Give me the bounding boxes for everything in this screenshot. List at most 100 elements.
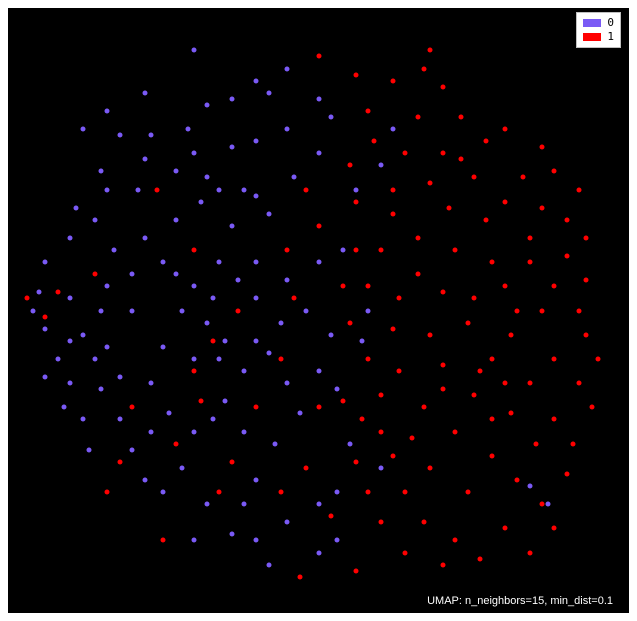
scatter-point (422, 66, 427, 71)
scatter-point (68, 296, 73, 301)
scatter-point (527, 260, 532, 265)
scatter-point (254, 193, 259, 198)
scatter-point (192, 284, 197, 289)
scatter-point (266, 90, 271, 95)
scatter-point (453, 538, 458, 543)
scatter-point (577, 308, 582, 313)
scatter-point (540, 308, 545, 313)
scatter-point (291, 175, 296, 180)
scatter-point (105, 490, 110, 495)
scatter-point (285, 381, 290, 386)
scatter-point (136, 187, 141, 192)
scatter-point (409, 435, 414, 440)
scatter-point (254, 260, 259, 265)
scatter-point (229, 145, 234, 150)
scatter-point (161, 344, 166, 349)
scatter-point (43, 260, 48, 265)
scatter-point (173, 169, 178, 174)
scatter-point (509, 411, 514, 416)
scatter-point (43, 375, 48, 380)
scatter-point (552, 526, 557, 531)
scatter-point (217, 187, 222, 192)
scatter-point (347, 320, 352, 325)
scatter-point (210, 338, 215, 343)
scatter-point (192, 538, 197, 543)
scatter-point (515, 308, 520, 313)
scatter-point (279, 490, 284, 495)
scatter-point (266, 562, 271, 567)
scatter-point (254, 78, 259, 83)
scatter-point (161, 260, 166, 265)
scatter-point (161, 538, 166, 543)
scatter-point (490, 356, 495, 361)
scatter-point (490, 453, 495, 458)
scatter-point (111, 248, 116, 253)
scatter-point (266, 350, 271, 355)
scatter-point (30, 308, 35, 313)
scatter-point (37, 290, 42, 295)
scatter-point (223, 399, 228, 404)
scatter-point (471, 175, 476, 180)
scatter-point (502, 284, 507, 289)
scatter-point (266, 211, 271, 216)
scatter-point (577, 381, 582, 386)
scatter-point (204, 175, 209, 180)
scatter-point (316, 151, 321, 156)
scatter-point (92, 217, 97, 222)
scatter-point (521, 175, 526, 180)
legend-item: 0 (583, 16, 614, 30)
scatter-point (440, 84, 445, 89)
scatter-point (80, 127, 85, 132)
scatter-point (316, 502, 321, 507)
scatter-point (353, 199, 358, 204)
scatter-point (210, 417, 215, 422)
scatter-point (105, 344, 110, 349)
scatter-point (583, 278, 588, 283)
scatter-point (235, 308, 240, 313)
scatter-point (55, 356, 60, 361)
scatter-point (391, 78, 396, 83)
scatter-point (527, 381, 532, 386)
scatter-point (173, 272, 178, 277)
scatter-point (167, 411, 172, 416)
scatter-point (285, 248, 290, 253)
scatter-point (285, 66, 290, 71)
scatter-point (378, 163, 383, 168)
scatter-point (192, 151, 197, 156)
scatter-point (372, 139, 377, 144)
scatter-point (217, 490, 222, 495)
legend-item: 1 (583, 30, 614, 44)
scatter-point (254, 338, 259, 343)
scatter-point (204, 502, 209, 507)
scatter-point (142, 235, 147, 240)
scatter-point (571, 441, 576, 446)
scatter-point (378, 465, 383, 470)
scatter-point (459, 114, 464, 119)
scatter-point (509, 332, 514, 337)
scatter-point (80, 417, 85, 422)
scatter-point (583, 235, 588, 240)
scatter-point (99, 308, 104, 313)
scatter-point (403, 151, 408, 156)
scatter-point (198, 199, 203, 204)
scatter-point (347, 163, 352, 168)
scatter-point (285, 127, 290, 132)
scatter-point (564, 217, 569, 222)
scatter-point (241, 502, 246, 507)
scatter-point (335, 538, 340, 543)
scatter-point (192, 48, 197, 53)
scatter-point (297, 574, 302, 579)
scatter-point (328, 332, 333, 337)
scatter-point (490, 417, 495, 422)
scatter-point (378, 520, 383, 525)
scatter-point (68, 338, 73, 343)
scatter-point (105, 284, 110, 289)
scatter-point (304, 465, 309, 470)
scatter-point (328, 514, 333, 519)
scatter-point (316, 260, 321, 265)
scatter-point (465, 320, 470, 325)
scatter-point (148, 381, 153, 386)
scatter-point (477, 556, 482, 561)
scatter-point (577, 187, 582, 192)
scatter-point (527, 483, 532, 488)
